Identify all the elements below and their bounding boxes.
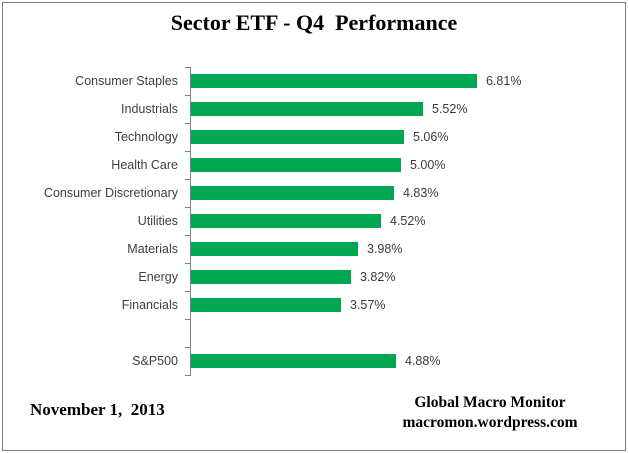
bar-row: Financials 3.57% [0,291,628,319]
category-label: Technology [114,130,178,144]
axis-tick [185,291,190,292]
category-label: Consumer Staples [75,74,178,88]
axis-tick [185,235,190,236]
axis-tick [185,375,190,376]
category-label: Utilities [137,214,178,228]
chart-title: Sector ETF - Q4 Performance [170,10,458,35]
category-axis [190,67,191,376]
axis-tick [185,123,190,124]
value-label: 4.88% [405,354,441,368]
bar-row: S&P500 4.88% [0,347,628,375]
axis-tick [185,319,190,320]
category-label: Energy [138,270,178,284]
axis-tick [185,347,190,348]
spacer-row [0,319,628,347]
source-url: macromon.wordpress.com [402,414,578,431]
source-attribution: Global Macro Monitor macromon.wordpress.… [380,393,600,433]
axis-tick [185,151,190,152]
axis-tick [185,67,190,68]
value-label: 3.82% [360,270,396,284]
value-label: 4.83% [403,186,439,200]
axis-tick [185,179,190,180]
bar [191,242,358,256]
value-label: 5.00% [410,158,446,172]
bar [191,214,381,228]
category-label: S&P500 [132,354,178,368]
value-label: 3.98% [367,242,403,256]
value-label: 4.52% [390,214,426,228]
value-label: 3.57% [350,298,386,312]
category-label: Materials [127,242,178,256]
bar [191,158,401,172]
category-label: Health Care [111,158,178,172]
bar-row: Energy 3.82% [0,263,628,291]
category-label: Industrials [121,102,178,116]
bar-row: Technology 5.06% [0,123,628,151]
bar-row: Industrials 5.52% [0,95,628,123]
chart-date: November 1, 2013 [30,400,165,419]
category-label: Financials [121,298,178,312]
bar [191,186,394,200]
category-label: Consumer Discretionary [43,186,178,200]
value-label: 5.52% [432,102,468,116]
bar-row: Consumer Discretionary 4.83% [0,179,628,207]
axis-tick [185,207,190,208]
value-label: 6.81% [486,74,522,88]
bar [191,298,341,312]
bar [191,270,351,284]
axis-tick [185,95,190,96]
bar-row: Utilities 4.52% [0,207,628,235]
bar-row: Health Care 5.00% [0,151,628,179]
bar [191,130,404,144]
value-label: 5.06% [413,130,449,144]
source-name: Global Macro Monitor [414,394,566,411]
bar-row: Materials 3.98% [0,235,628,263]
bar [191,354,396,368]
bar-row: Consumer Staples 6.81% [0,67,628,95]
bar [191,102,423,116]
axis-tick [185,263,190,264]
bar [191,74,477,88]
